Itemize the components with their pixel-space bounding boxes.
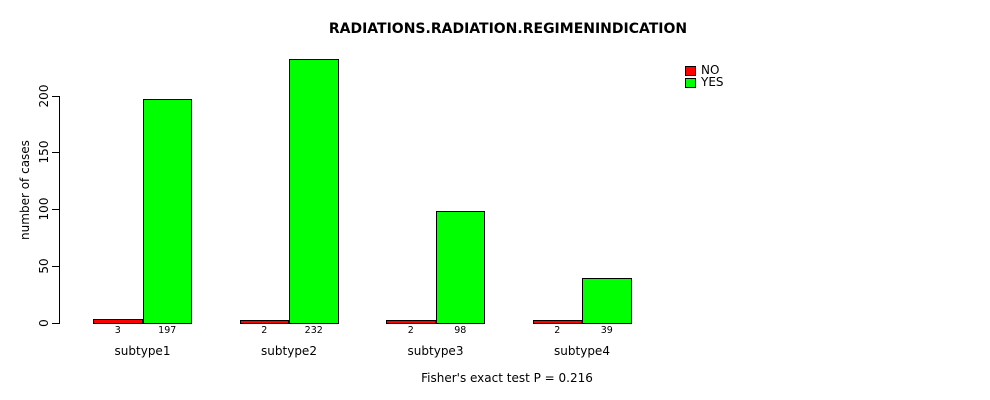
bar-value-label: 3 [114, 324, 121, 336]
legend-entry-no: NO [685, 63, 724, 77]
x-category-label: subtype4 [554, 343, 610, 358]
stat-annotation: Fisher's exact test P = 0.216 [421, 371, 593, 385]
y-axis-tick [52, 265, 60, 267]
y-axis-tick-label: 0 [37, 318, 51, 327]
bar-no-subtype4 [532, 320, 582, 324]
legend-swatch-yes [685, 77, 696, 88]
bar-value-label: 232 [304, 324, 323, 336]
legend-entry-yes: YES [685, 75, 724, 89]
y-axis-tick [52, 95, 60, 97]
legend: NO YES [685, 63, 724, 89]
bar-value-label: 197 [158, 324, 177, 336]
y-axis-tick-label: 150 [37, 140, 51, 164]
bar-yes-subtype4 [582, 278, 632, 324]
chart-title: RADIATIONS.RADIATION.REGIMENINDICATION [328, 21, 688, 37]
bar-no-subtype2 [239, 320, 289, 324]
bar-value-label: 2 [554, 324, 561, 336]
bar-no-subtype1 [93, 319, 143, 324]
bar-yes-subtype3 [435, 211, 485, 324]
y-axis-tick-label: 200 [37, 84, 51, 108]
x-category-label: subtype1 [114, 343, 171, 358]
bar-no-subtype3 [386, 320, 436, 324]
y-axis-label: number of cases [18, 140, 32, 240]
y-axis-tick [52, 152, 60, 154]
bar-value-label: 2 [407, 324, 414, 336]
bar-value-label: 2 [261, 324, 268, 336]
y-axis-tick [52, 209, 60, 211]
legend-label: NO [701, 63, 720, 77]
x-category-label: subtype2 [261, 343, 317, 358]
bar-value-label: 98 [454, 324, 467, 336]
legend-swatch-no [685, 65, 696, 76]
bar-yes-subtype1 [142, 98, 192, 324]
bar-yes-subtype2 [289, 59, 339, 324]
y-axis-tick-label: 100 [37, 197, 51, 221]
y-axis-tick [52, 322, 60, 324]
y-axis-tick-label: 50 [37, 258, 51, 274]
legend-label: YES [701, 75, 724, 89]
x-category-label: subtype3 [407, 343, 464, 358]
bar-value-label: 39 [600, 324, 613, 336]
